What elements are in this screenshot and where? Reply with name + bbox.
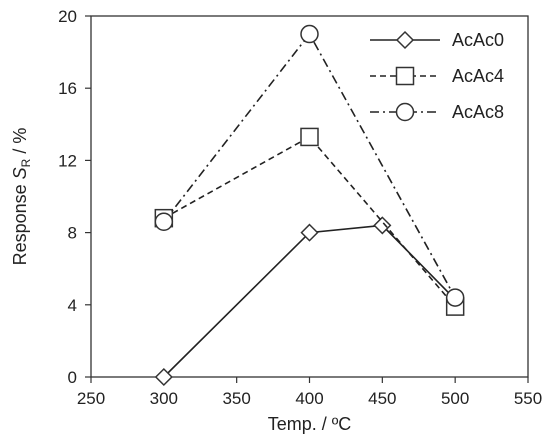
series-acac8 [154, 24, 465, 307]
legend-label: AcAc0 [452, 30, 504, 50]
legend-label: AcAc4 [452, 66, 504, 86]
series-acac0 [154, 216, 465, 387]
y-axis-title-prefix: Response [10, 179, 30, 265]
legend-marker-square [395, 66, 415, 86]
y-axis-title-symbol: S [10, 167, 30, 179]
x-tick-label: 350 [222, 389, 250, 408]
y-tick-label: 20 [58, 7, 77, 26]
y-axis-title: Response SR / % [10, 128, 33, 266]
x-axis-title: Temp. / ºC [268, 414, 352, 434]
data-point-circle [154, 212, 174, 232]
series-layer [154, 24, 465, 387]
y-tick-label: 16 [58, 79, 77, 98]
y-tick-label: 8 [68, 224, 77, 243]
legend-marker-diamond [395, 30, 415, 50]
y-axis-ticks: 0 4 8 12 16 20 [58, 7, 91, 387]
legend-label: AcAc8 [452, 102, 504, 122]
data-point-square [300, 127, 319, 147]
series-line-acac0 [163, 224, 456, 378]
x-tick-label: 550 [514, 389, 542, 408]
legend: AcAc0 AcAc4 AcAc8 [370, 30, 504, 122]
x-axis-ticks: 250 300 350 400 450 500 550 [77, 377, 542, 408]
x-tick-label: 500 [441, 389, 469, 408]
y-tick-label: 0 [68, 368, 77, 387]
series-acac4 [154, 127, 465, 316]
data-point-diamond [154, 367, 173, 387]
series-line-acac8 [163, 32, 456, 298]
series-line-acac4 [163, 135, 456, 308]
data-point-circle [300, 24, 319, 44]
data-point-circle [445, 288, 465, 307]
x-tick-label: 400 [295, 389, 323, 408]
data-point-diamond [300, 223, 319, 242]
legend-marker-circle [395, 102, 415, 122]
x-tick-label: 250 [77, 389, 105, 408]
x-tick-label: 450 [368, 389, 396, 408]
y-axis-title-suffix: / % [10, 128, 30, 159]
y-tick-label: 12 [58, 151, 77, 170]
y-tick-label: 4 [68, 296, 77, 315]
data-point-diamond [373, 216, 392, 235]
y-axis-title-subscript: R [19, 158, 33, 167]
x-tick-label: 300 [150, 389, 178, 408]
